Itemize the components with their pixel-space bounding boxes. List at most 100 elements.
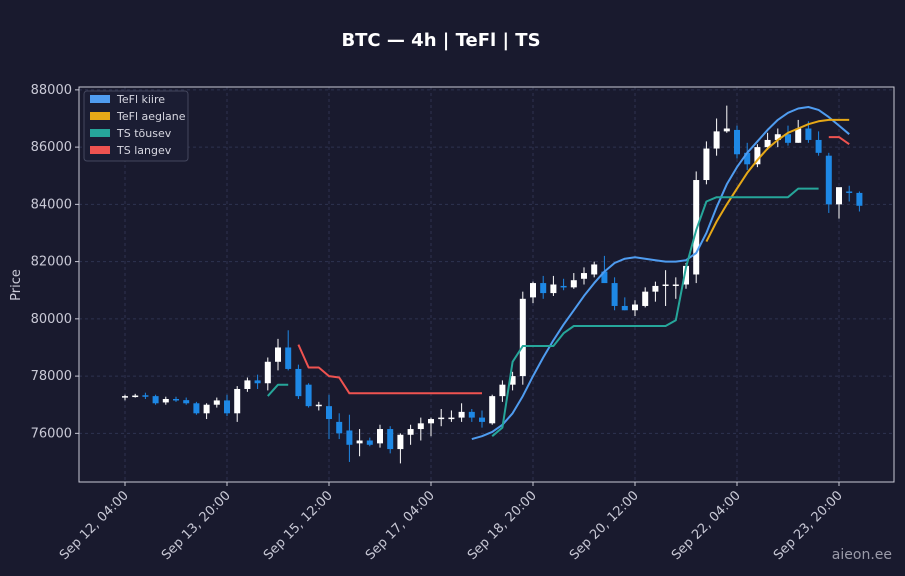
candle-body [836, 187, 842, 205]
candle-body [142, 395, 149, 397]
candle-body [632, 304, 638, 311]
legend-swatch [90, 112, 110, 120]
candle-body [815, 139, 822, 153]
candle-body [132, 395, 139, 398]
candle-body [346, 430, 353, 445]
candle-body [295, 368, 302, 397]
y-tick-label: 80000 [31, 312, 72, 327]
candle-body [713, 131, 720, 149]
candle-body [264, 361, 271, 384]
x-tick-label: Sep 13, 20:00 [159, 488, 234, 563]
candle-body [356, 440, 363, 444]
candle-body [570, 280, 577, 288]
y-tick-label: 86000 [31, 140, 72, 155]
candle-body [122, 396, 128, 398]
candles-group [122, 105, 863, 464]
series-line [267, 383, 289, 397]
candle-body [468, 411, 475, 418]
candle-body [438, 417, 445, 420]
y-tick-label: 76000 [31, 426, 72, 441]
candle-body [387, 429, 394, 450]
candle-body [417, 423, 424, 430]
x-tick-label: Sep 17, 04:00 [363, 488, 438, 563]
candle-body [244, 380, 251, 389]
candle-body [509, 376, 516, 385]
y-tick-label: 88000 [31, 83, 72, 98]
y-tick-label: 78000 [31, 369, 72, 384]
candle-body [213, 400, 220, 405]
candle-body [825, 155, 832, 205]
indicator-lines [267, 106, 850, 441]
candle-body [397, 434, 404, 450]
candle-body [774, 134, 781, 140]
series-line [491, 187, 819, 437]
legend-box [83, 90, 189, 162]
candle-body [723, 128, 730, 132]
y-tick-label: 84000 [31, 197, 72, 212]
candle-body [683, 265, 689, 285]
candle-body [540, 283, 547, 294]
candle-body [479, 417, 485, 422]
candle-body [254, 380, 261, 384]
candle-body [805, 128, 812, 140]
series-line [471, 106, 850, 441]
candle-body [377, 429, 383, 444]
candle-body [458, 411, 465, 418]
series-line [297, 344, 482, 395]
candle-body [601, 271, 608, 284]
candle-body [703, 148, 710, 181]
candle-body [305, 384, 312, 407]
candle-body [662, 284, 669, 286]
series-line [705, 118, 850, 243]
candle-body [652, 285, 659, 292]
candle-body [785, 134, 791, 143]
x-tick-label: Sep 20, 12:00 [567, 488, 642, 563]
candle-body [856, 192, 863, 206]
candle-body [672, 284, 679, 286]
candle-body [407, 429, 414, 435]
candle-body [162, 398, 169, 403]
legend-swatch [90, 95, 110, 103]
candle-body [203, 404, 210, 414]
candle-body [846, 191, 853, 193]
plot-frame [78, 86, 895, 483]
candle-body [275, 347, 281, 362]
candle-body [234, 388, 241, 414]
candle-body [285, 347, 292, 369]
candle-body [336, 421, 343, 434]
candle-body [499, 384, 506, 397]
legend-swatch [90, 146, 110, 154]
candle-body [530, 283, 536, 298]
x-tick-label: Sep 12, 04:00 [57, 488, 132, 563]
x-axis: Sep 12, 04:00 Sep 13, 20:00 Sep 15, 12:00 S… [57, 482, 846, 563]
legend-label: TS tõusev [116, 127, 172, 140]
watermark: aieon.ee [832, 547, 892, 563]
candle-body [754, 147, 761, 165]
candle-body [795, 128, 802, 143]
candle-body [734, 129, 740, 155]
candle-body [152, 396, 159, 404]
candle-body [611, 283, 618, 306]
legend: TeFl kiire TeFl aeglane TS tõusev TS langev [83, 90, 189, 162]
candle-body [315, 404, 322, 407]
y-axis: 76000 78000 80000 82000 84000 86000 88000 [31, 83, 79, 441]
candle-body [519, 298, 526, 377]
candle-body [428, 419, 434, 424]
candle-body [173, 398, 179, 401]
candle-body [366, 440, 373, 445]
candle-body [326, 406, 332, 420]
x-tick-label: Sep 15, 12:00 [261, 488, 336, 563]
x-tick-label: Sep 22, 04:00 [669, 488, 744, 563]
y-tick-label: 82000 [31, 255, 72, 270]
candle-body [489, 396, 496, 424]
series-line [828, 136, 850, 146]
candle-body [591, 264, 598, 275]
candle-body [764, 139, 771, 148]
candle-body [448, 417, 455, 420]
y-axis-label: Price [9, 269, 24, 301]
candle-body [744, 152, 751, 165]
legend-label: TeFl kiire [116, 93, 165, 106]
x-tick-label: Sep 18, 20:00 [465, 488, 540, 563]
